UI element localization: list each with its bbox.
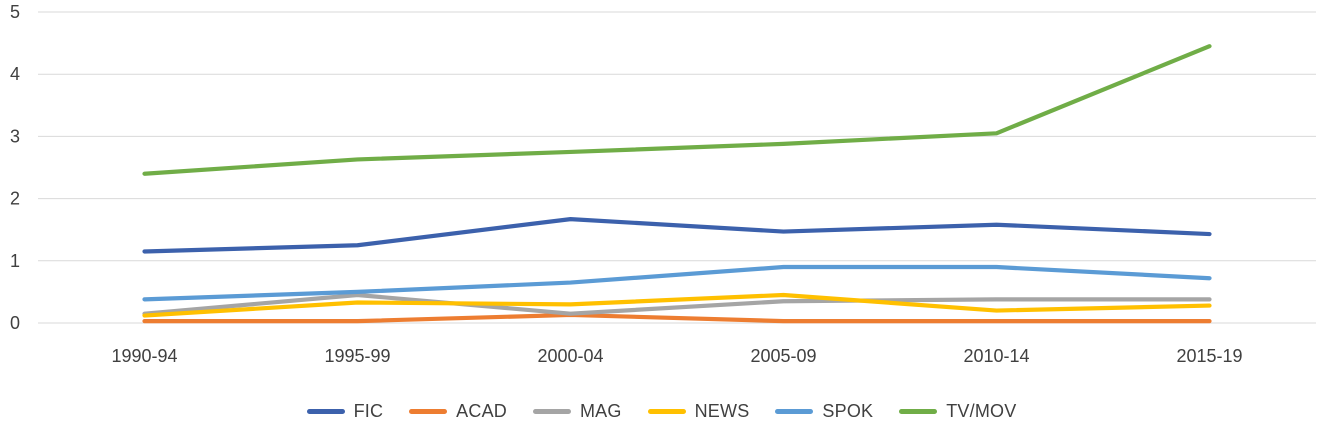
legend-line-swatch <box>899 408 938 414</box>
x-axis-tick-label: 2010-14 <box>963 346 1029 366</box>
series-line-fic <box>142 217 1212 254</box>
series-line-spok <box>142 264 1212 302</box>
y-axis-tick-label: 1 <box>10 251 20 271</box>
series-line-news <box>142 292 1212 318</box>
legend-item-mag: MAG <box>532 400 622 422</box>
y-axis-tick-label: 4 <box>10 64 20 84</box>
legend-line-swatch <box>306 408 345 414</box>
y-axis-tick-label: 3 <box>10 126 20 146</box>
legend-label: FIC <box>353 400 384 421</box>
series-line-tv-mov <box>142 44 1212 176</box>
legend-label: MAG <box>579 400 622 421</box>
x-axis-tick-label: 1995-99 <box>324 346 390 366</box>
legend-item-acad: ACAD <box>409 401 507 422</box>
legend-label: TV/MOV <box>946 400 1017 421</box>
legend-label: SPOK <box>822 400 874 421</box>
legend-item-spok: SPOK <box>775 401 873 422</box>
x-axis-tick-label: 2005-09 <box>750 346 816 366</box>
legend-item-tv-mov: TV/MOV <box>899 401 1016 422</box>
legend-line-swatch <box>409 408 448 414</box>
legend-line-swatch <box>532 408 571 414</box>
legend-line-swatch <box>647 408 686 414</box>
series-line-acad <box>142 312 1212 324</box>
line-chart-plot-area: 0 1 2 3 4 5 1990-94 1995-99 2000-04 2005-09 2010-1… <box>10 2 1316 366</box>
legend-label: NEWS <box>694 400 750 421</box>
y-axis-tick-label: 2 <box>10 189 20 209</box>
y-axis-tick-label: 5 <box>10 2 20 22</box>
x-axis-tick-label: 1990-94 <box>111 346 177 366</box>
chart-legend: FIC ACAD MAG NEWS SPOK TV/MOV <box>0 393 1323 429</box>
x-axis-tick-label: 2015-19 <box>1176 346 1242 366</box>
legend-label: ACAD <box>456 400 507 421</box>
series-line-mag <box>142 292 1212 316</box>
x-axis-tick-label: 2000-04 <box>537 346 603 366</box>
legend-line-swatch <box>775 408 814 414</box>
legend-item-fic: FIC <box>306 400 384 422</box>
y-axis-tick-label: 0 <box>10 313 20 333</box>
legend-item-news: NEWS <box>647 400 750 422</box>
